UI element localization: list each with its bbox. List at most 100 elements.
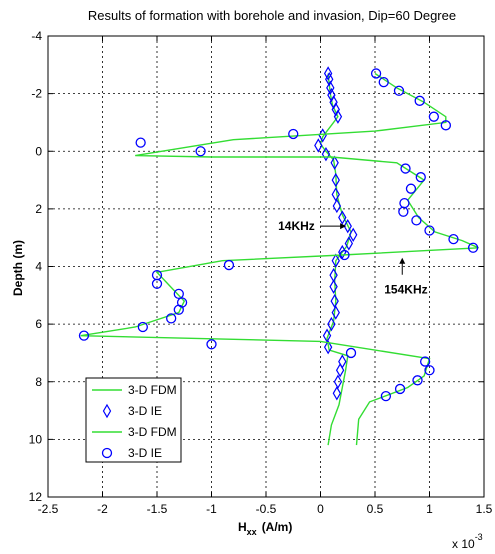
x-tick-label: -2 — [97, 502, 108, 516]
x-axis-label: Hxx (A/m) — [238, 520, 292, 537]
circle-point — [223, 259, 235, 271]
y-tick-label: 12 — [29, 490, 43, 504]
diamond-point — [323, 66, 333, 81]
x-tick-label: 0 — [317, 502, 324, 516]
circle-point — [394, 383, 406, 395]
x-multiplier-exp: -3 — [475, 532, 483, 542]
annotation: 14KHz — [278, 219, 347, 233]
x-tick-label: -2.5 — [38, 502, 59, 516]
annotations: 14KHz 154KHz — [278, 219, 427, 297]
diamond-point — [333, 374, 343, 389]
circle-point — [345, 347, 357, 359]
diamond-point — [323, 339, 333, 355]
diamond-point — [331, 187, 340, 202]
circle-point — [467, 242, 479, 253]
plot-frame — [47, 35, 485, 498]
circle-point — [339, 249, 350, 261]
diamond-point — [332, 386, 342, 401]
annotation-label: 14KHz — [278, 219, 315, 233]
diamond-point — [326, 80, 335, 96]
legend-entry: 3-D FDM — [92, 383, 177, 397]
legend-box — [85, 377, 182, 463]
circle-point — [398, 206, 409, 217]
x-tick-label: 1.5 — [476, 502, 493, 516]
x-tick-label: 0.5 — [367, 502, 384, 516]
x-axis-label-main: H — [238, 520, 247, 534]
diamond-point — [322, 328, 332, 343]
circle-point — [173, 288, 184, 300]
y-tick-label: 4 — [35, 260, 42, 274]
y-tick-label: 6 — [35, 317, 42, 331]
diamond-point — [329, 267, 338, 283]
x-multiplier-base: x 10 — [452, 537, 475, 551]
y-tick-label: 0 — [35, 144, 42, 158]
circle-point — [78, 330, 90, 341]
x-multiplier: x 10-3 — [452, 532, 483, 551]
y-tick-label: 8 — [35, 375, 42, 389]
legend-entry: 3-D FDM — [92, 425, 177, 439]
y-tick-label: 2 — [35, 202, 42, 216]
x-tick-label: -0.5 — [256, 502, 277, 516]
diamond-point — [331, 253, 340, 268]
diamond-point — [318, 128, 327, 143]
x-tick-label: -1 — [206, 502, 217, 516]
circle-point — [424, 365, 435, 376]
diamond-point — [331, 172, 340, 188]
diamond-point — [325, 72, 334, 87]
circle-point — [151, 278, 163, 289]
y-tick-label: 10 — [29, 432, 43, 446]
circle-point — [206, 339, 217, 350]
circle-point — [428, 111, 440, 122]
diamond-point — [333, 109, 343, 124]
diamond-point — [330, 155, 339, 170]
legend-entry: 3-D IE — [101, 446, 162, 460]
diamond-point — [338, 210, 347, 225]
circle-point — [195, 146, 206, 157]
diamond-point — [332, 198, 342, 214]
series-3 — [78, 68, 479, 402]
diamond-point — [344, 236, 354, 251]
x-axis-label-sub: xx — [247, 527, 257, 537]
diamond-point — [335, 363, 345, 378]
circle-point — [412, 375, 423, 386]
circle-point — [399, 197, 410, 209]
circle-point — [405, 183, 417, 194]
arrowhead-icon — [399, 257, 406, 264]
circle-point — [137, 321, 148, 333]
series-1 — [314, 66, 358, 401]
diamond-point — [349, 227, 358, 242]
diamond-point — [329, 279, 338, 294]
legend-marker-swatch — [102, 403, 112, 419]
tick-labels: -2.5 -2 -1.5 -1 -0.5 0 0.5 1 1.5 -4 -2 0 2 4 6 8 10 12 — [29, 29, 493, 516]
legend-label: 3-D IE — [128, 446, 162, 460]
legend-label: 3-D IE — [128, 404, 162, 418]
annotation: 154KHz — [384, 257, 428, 297]
legend-label: 3-D FDM — [128, 383, 177, 397]
circle-point — [419, 356, 431, 367]
circle-point — [288, 128, 299, 140]
annotation-label: 154KHz — [384, 283, 427, 297]
circle-point — [173, 304, 184, 315]
circle-point — [414, 95, 425, 106]
series-layer — [78, 66, 479, 446]
y-tick-label: -4 — [31, 29, 42, 43]
circle-point — [400, 163, 411, 174]
circle-point — [378, 76, 389, 88]
circle-point — [135, 137, 146, 148]
diamond-point — [343, 218, 352, 234]
circle-point — [440, 120, 452, 131]
x-tick-label: -1.5 — [147, 502, 168, 516]
circle-point — [415, 172, 426, 183]
circle-point — [411, 215, 422, 226]
legend-entry: 3-D IE — [102, 403, 162, 419]
diamond-point — [321, 146, 331, 162]
circle-point — [380, 391, 392, 402]
diamond-point — [314, 138, 323, 153]
circle-point — [393, 85, 405, 96]
diamond-point — [327, 316, 336, 332]
circle-point — [166, 313, 177, 324]
circle-point — [448, 233, 459, 245]
legend-label: 3-D FDM — [128, 425, 177, 439]
circle-point — [370, 68, 382, 79]
